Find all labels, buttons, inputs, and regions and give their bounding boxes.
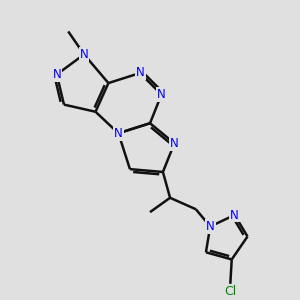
Text: Cl: Cl [224,284,236,298]
Text: N: N [157,88,166,101]
Text: N: N [52,68,61,81]
Text: N: N [206,220,214,233]
Text: N: N [114,127,123,140]
Text: N: N [80,48,88,61]
Text: N: N [170,137,179,150]
Text: N: N [136,66,145,79]
Text: N: N [230,208,239,221]
